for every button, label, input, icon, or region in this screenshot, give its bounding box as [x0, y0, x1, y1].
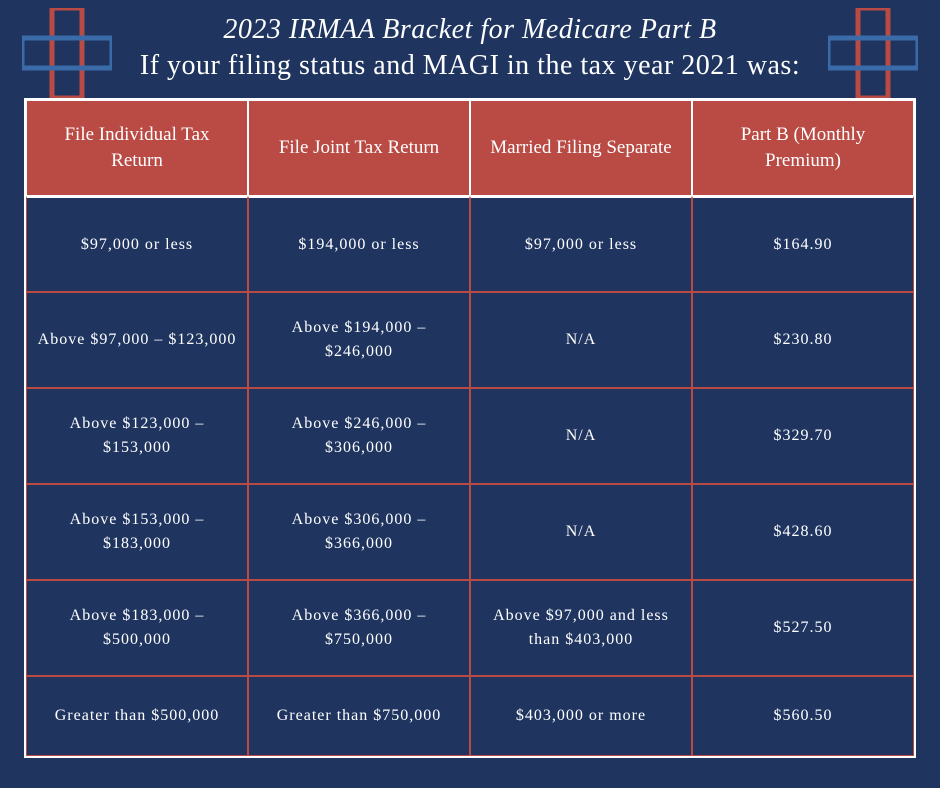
col-header-joint: File Joint Tax Return	[248, 100, 470, 196]
col-header-married-separate: Married Filing Separate	[470, 100, 692, 196]
cell: Above $183,000 – $500,000	[26, 580, 248, 676]
cell: N/A	[470, 292, 692, 388]
table-container: File Individual Tax Return File Joint Ta…	[0, 92, 940, 758]
cell: Above $366,000 – $750,000	[248, 580, 470, 676]
cell: $97,000 or less	[470, 196, 692, 292]
cell: Above $246,000 – $306,000	[248, 388, 470, 484]
cell: $329.70	[692, 388, 914, 484]
cell: Greater than $750,000	[248, 676, 470, 756]
table-row: Above $97,000 – $123,000 Above $194,000 …	[26, 292, 914, 388]
cell: $230.80	[692, 292, 914, 388]
cell: $428.60	[692, 484, 914, 580]
cell: Above $306,000 – $366,000	[248, 484, 470, 580]
cell: N/A	[470, 388, 692, 484]
table-row: Above $123,000 – $153,000 Above $246,000…	[26, 388, 914, 484]
cell: $527.50	[692, 580, 914, 676]
cell: $194,000 or less	[248, 196, 470, 292]
cell: N/A	[470, 484, 692, 580]
cell: Above $194,000 – $246,000	[248, 292, 470, 388]
page-title: 2023 IRMAA Bracket for Medicare Part B	[120, 14, 820, 46]
cell: $403,000 or more	[470, 676, 692, 756]
table-header-row: File Individual Tax Return File Joint Ta…	[26, 100, 914, 196]
page-header: 2023 IRMAA Bracket for Medicare Part B I…	[0, 0, 940, 92]
col-header-premium: Part B (Monthly Premium)	[692, 100, 914, 196]
cell: $560.50	[692, 676, 914, 756]
cell: $164.90	[692, 196, 914, 292]
irmaa-table: File Individual Tax Return File Joint Ta…	[24, 98, 916, 758]
plus-cross-icon-right	[828, 8, 918, 98]
page-subtitle: If your filing status and MAGI in the ta…	[120, 50, 820, 82]
table-row: Above $183,000 – $500,000 Above $366,000…	[26, 580, 914, 676]
table-row: $97,000 or less $194,000 or less $97,000…	[26, 196, 914, 292]
cell: Above $153,000 – $183,000	[26, 484, 248, 580]
cell: Above $97,000 and less than $403,000	[470, 580, 692, 676]
table-row: Greater than $500,000 Greater than $750,…	[26, 676, 914, 756]
col-header-individual: File Individual Tax Return	[26, 100, 248, 196]
cell: Above $123,000 – $153,000	[26, 388, 248, 484]
cell: Above $97,000 – $123,000	[26, 292, 248, 388]
table-row: Above $153,000 – $183,000 Above $306,000…	[26, 484, 914, 580]
plus-cross-icon-left	[22, 8, 112, 98]
cell: $97,000 or less	[26, 196, 248, 292]
cell: Greater than $500,000	[26, 676, 248, 756]
